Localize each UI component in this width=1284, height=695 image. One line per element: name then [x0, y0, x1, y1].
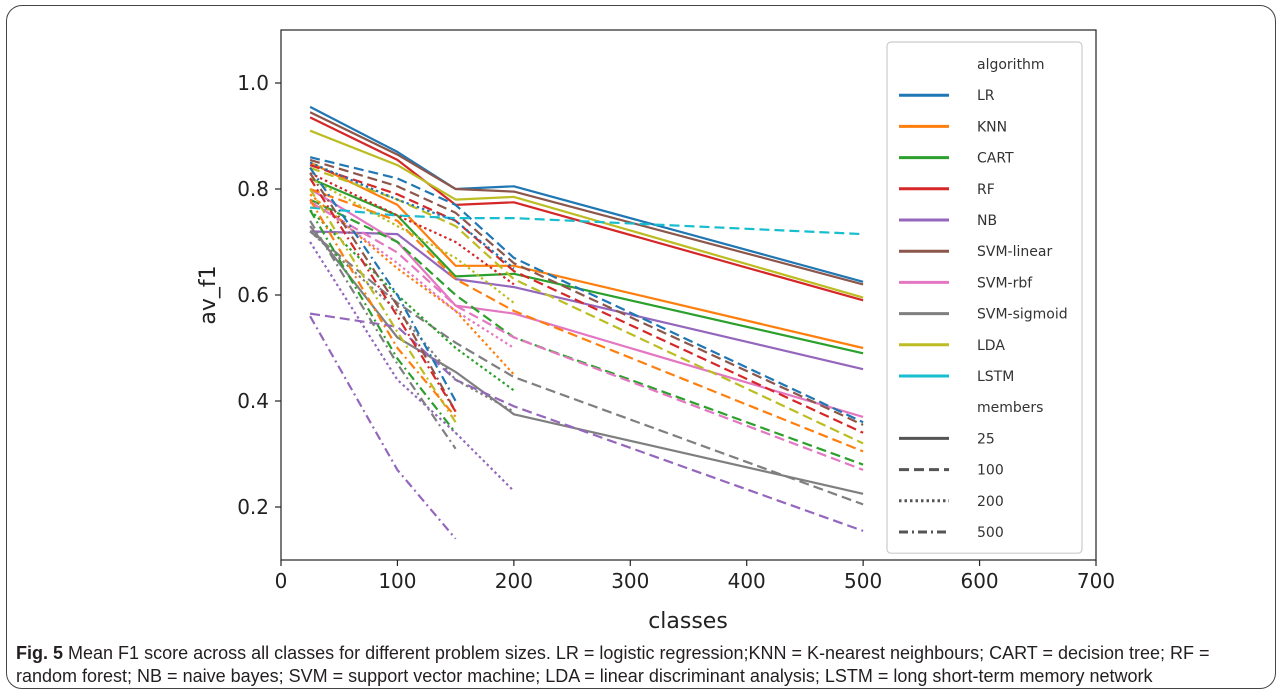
- series-svm-linear-500: [309, 172, 457, 413]
- legend-entry-label: 500: [977, 525, 1004, 541]
- legend-entry-label: CART: [977, 151, 1014, 167]
- series-svm-sigmoid-500: [309, 220, 457, 450]
- x-axis-label: classes: [648, 609, 728, 634]
- series-svm-sigmoid-100: [309, 230, 864, 506]
- x-tick-label: 400: [728, 569, 766, 593]
- x-tick-label: 0: [275, 569, 288, 593]
- legend-entry-label: LDA: [977, 338, 1005, 354]
- legend-entry-label: SVM-linear: [977, 244, 1052, 260]
- legend-section-title: algorithm: [977, 57, 1045, 73]
- series-layer: [309, 105, 864, 540]
- series-lr-100: [309, 156, 864, 424]
- y-tick-label: 1.0: [237, 71, 269, 95]
- series-rf-100: [309, 164, 864, 434]
- series-lr-500: [309, 167, 457, 402]
- series-svm-rbf-25: [309, 188, 864, 418]
- legend-entry-label: SVM-sigmoid: [977, 307, 1068, 323]
- series-lstm-100: [309, 206, 864, 236]
- legend-entry-label: LR: [977, 88, 995, 104]
- legend-entry-label: 25: [977, 431, 995, 447]
- y-tick-label: 0.2: [237, 495, 269, 519]
- series-nb-100: [309, 312, 864, 532]
- legend-box: [886, 41, 1083, 554]
- series-knn-500: [309, 199, 457, 418]
- x-tick-label: 100: [378, 569, 416, 593]
- x-tick-label: 700: [1077, 569, 1115, 593]
- legend: algorithm LR KNN CART RF NB SVM-linear SVM-rbf S…: [886, 41, 1083, 554]
- series-cart-500: [309, 209, 457, 434]
- series-knn-25: [309, 161, 864, 350]
- legend-entry-label: 100: [977, 463, 1004, 479]
- series-lr-200: [309, 161, 515, 270]
- series-lda-200: [309, 177, 515, 304]
- legend-entry-label: SVM-rbf: [977, 275, 1033, 291]
- x-tick-label: 300: [611, 569, 649, 593]
- legend-entry-label: KNN: [977, 119, 1007, 135]
- y-axis-label: av_f1: [196, 265, 221, 324]
- legend-entry-label: RF: [977, 182, 995, 198]
- series-cart-200: [309, 209, 515, 392]
- x-tick-label: 500: [844, 569, 882, 593]
- series-nb-25: [310, 230, 864, 371]
- axes-layer: 0 100 200 300 400 500 600 700 0.2 0.4 0.6 0.8 1.0: [237, 71, 1115, 593]
- line-chart: 0 100 200 300 400 500 600 700 0.2 0.4 0.6 0.8 1.0 cl…: [196, 29, 1115, 634]
- legend-entry-label: NB: [977, 213, 997, 229]
- caption-text: Mean F1 score across all classes for dif…: [16, 643, 1210, 686]
- y-tick-label: 0.6: [237, 283, 269, 307]
- series-svm-linear-100: [309, 158, 864, 426]
- legend-section-title: members: [977, 400, 1043, 416]
- x-tick-label: 600: [960, 569, 998, 593]
- series-lda-25: [309, 129, 864, 299]
- series-svm-rbf-100: [309, 201, 864, 471]
- legend-entry-label: LSTM: [977, 369, 1014, 385]
- legend-entry-label: 200: [977, 494, 1004, 510]
- figure-caption: Fig. 5 Mean F1 score across all classes …: [16, 642, 1266, 688]
- y-tick-label: 0.8: [237, 177, 269, 201]
- series-lda-100: [309, 166, 864, 445]
- y-tick-label: 0.4: [237, 389, 269, 413]
- caption-label: Fig. 5: [16, 643, 64, 663]
- x-tick-label: 200: [495, 569, 533, 593]
- series-cart-25: [309, 177, 864, 355]
- series-cart-100: [309, 198, 864, 466]
- series-nb-500: [309, 315, 457, 540]
